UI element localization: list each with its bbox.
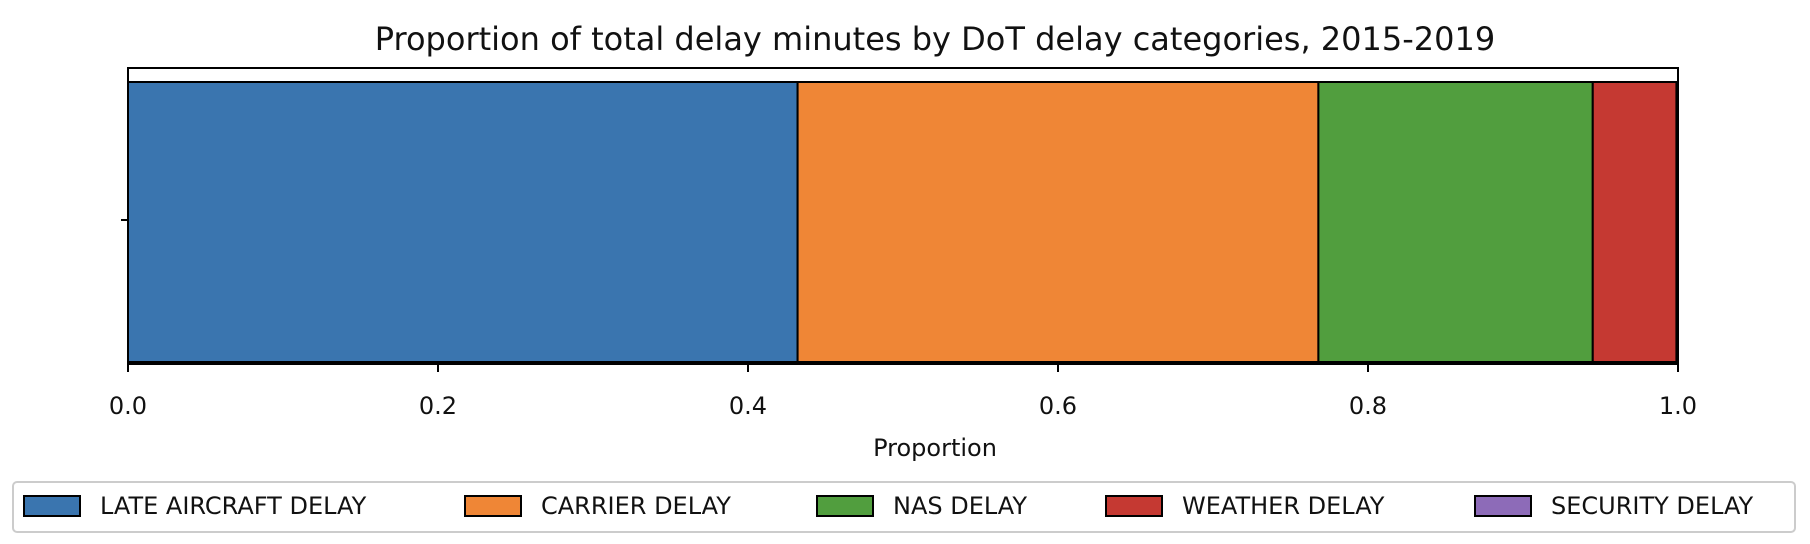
bar-segment-3 [1591,81,1678,363]
legend-swatch-3 [1105,495,1163,517]
legend-label-2: NAS DELAY [893,492,1027,520]
x-tick-label: 1.0 [1659,392,1697,420]
x-tick-label: 0.0 [109,392,147,420]
bar-segment-0 [127,81,799,363]
legend-swatch-2 [816,495,874,517]
legend-swatch-0 [23,495,81,517]
legend: LATE AIRCRAFT DELAY CARRIER DELAY NAS DELA… [23,492,1754,520]
x-tick-label: 0.8 [1349,392,1387,420]
bar-segment-1 [796,81,1320,363]
legend-swatch-1 [464,495,522,517]
x-tick-label: 0.6 [1039,392,1077,420]
x-tick-label: 0.2 [419,392,457,420]
bar-segment-2 [1317,81,1594,363]
x-axis-label: Proportion [873,434,997,462]
legend-label-3: WEATHER DELAY [1182,492,1385,520]
bars-group [127,81,1679,363]
chart-title: Proportion of total delay minutes by DoT… [375,20,1495,58]
legend-label-1: CARRIER DELAY [541,492,731,520]
legend-label-4: SECURITY DELAY [1551,492,1754,520]
legend-label-0: LATE AIRCRAFT DELAY [100,492,367,520]
legend-swatch-4 [1474,495,1532,517]
x-tick-label: 0.4 [729,392,767,420]
x-axis-ticks: 0.0 0.2 0.4 0.6 0.8 1.0 [109,364,1697,420]
plot-frame [127,67,1679,365]
legend-frame [12,481,1796,533]
